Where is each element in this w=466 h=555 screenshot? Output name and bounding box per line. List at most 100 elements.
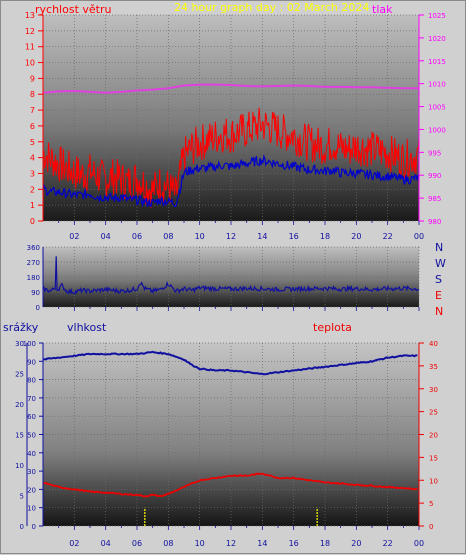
wind-y-tick-label: 0 xyxy=(30,217,35,226)
x-tick-label: 16 xyxy=(289,232,299,241)
pressure-y-tick-label: 985 xyxy=(428,195,441,203)
x-tick-label: 18 xyxy=(320,232,330,241)
direction-label-w: W xyxy=(435,257,446,270)
x-tick-label: 00 xyxy=(414,539,424,548)
wind-y-tick-label: 12 xyxy=(25,27,35,36)
humidity-y-tick-label: 70 xyxy=(27,395,36,403)
direction-label-n-bottom: N xyxy=(435,305,443,318)
wind-y-tick-label: 7 xyxy=(30,106,35,115)
humidity-y-tick-label: 20 xyxy=(27,486,36,494)
direction-y-tick-label: 360 xyxy=(27,244,40,252)
x-tick-label: 06 xyxy=(132,539,142,548)
pressure-y-tick-label: 1025 xyxy=(428,12,446,20)
direction-label-n-top: N xyxy=(435,241,443,254)
temperature-y-tick-label: 10 xyxy=(429,477,438,485)
wind-y-tick-label: 5 xyxy=(30,138,35,147)
humidity-y-tick-label: 50 xyxy=(27,432,36,440)
rain-y-tick-label: 15 xyxy=(15,432,24,440)
x-tick-label: 04 xyxy=(101,232,111,241)
x-tick-label: 12 xyxy=(226,539,236,548)
wind-y-tick-label: 13 xyxy=(25,11,35,20)
direction-label-s: S xyxy=(435,273,442,286)
x-tick-label: 10 xyxy=(195,539,205,548)
rain-axis-title: srážky xyxy=(3,321,39,334)
x-tick-label: 18 xyxy=(320,539,330,548)
pressure-y-tick-label: 980 xyxy=(428,218,441,226)
temperature-y-tick-label: 20 xyxy=(429,432,438,440)
x-tick-label: 02 xyxy=(69,232,79,241)
wind-gust-series-line xyxy=(42,107,420,209)
chart-marks xyxy=(42,83,420,526)
wind-y-tick-label: 2 xyxy=(30,185,35,194)
humidity-y-tick-label: 60 xyxy=(27,413,36,421)
wind-y-tick-label: 6 xyxy=(30,122,35,131)
x-tick-label: 06 xyxy=(132,232,142,241)
rain-y-tick-label: 10 xyxy=(15,462,24,470)
pressure-y-tick-label: 995 xyxy=(428,149,441,157)
wind-y-tick-label: 10 xyxy=(25,59,35,68)
direction-y-tick-label: 0 xyxy=(36,304,40,312)
wind-y-tick-label: 3 xyxy=(30,169,35,178)
temperature-y-tick-label: 40 xyxy=(429,340,438,348)
x-tick-label: 22 xyxy=(383,232,393,241)
x-tick-label: 08 xyxy=(163,232,173,241)
x-tick-label: 04 xyxy=(101,539,111,548)
humidity-series-line xyxy=(42,350,418,376)
humidity-y-tick-label: 30 xyxy=(27,468,36,476)
rain-y-tick-label: 25 xyxy=(15,371,24,379)
pressure-y-tick-label: 990 xyxy=(428,172,441,180)
pressure-y-tick-label: 1005 xyxy=(428,104,446,112)
rain-y-tick-label: 5 xyxy=(20,493,24,501)
x-tick-label: 10 xyxy=(195,232,205,241)
wind-y-tick-label: 9 xyxy=(30,74,35,83)
x-tick-label: 14 xyxy=(257,539,267,548)
pressure-y-tick-label: 1020 xyxy=(428,35,446,43)
temperature-series-line xyxy=(42,472,418,498)
x-tick-label: 20 xyxy=(351,232,361,241)
direction-y-tick-label: 270 xyxy=(27,259,40,267)
rain-y-tick-label: 30 xyxy=(15,340,24,348)
humidity-y-tick-label: 0 xyxy=(32,523,36,531)
pressure-y-tick-label: 1000 xyxy=(428,126,446,134)
temperature-y-tick-label: 35 xyxy=(429,363,438,371)
x-tick-label: 16 xyxy=(289,539,299,548)
rain-y-tick-label: 0 xyxy=(20,523,24,531)
pressure-y-tick-label: 1010 xyxy=(428,81,446,89)
temperature-y-tick-label: 30 xyxy=(429,386,438,394)
direction-label-e: E xyxy=(435,289,442,302)
wind-y-tick-label: 11 xyxy=(25,43,35,52)
humidity-y-tick-label: 10 xyxy=(27,505,36,513)
direction-y-tick-label: 90 xyxy=(31,289,40,297)
x-tick-label: 02 xyxy=(69,539,79,548)
humidity-axis-title: vlhkost xyxy=(67,321,107,334)
x-tick-label: 14 xyxy=(257,232,267,241)
x-tick-label: 00 xyxy=(414,232,424,241)
right-axis-title: tlak xyxy=(372,3,393,16)
pressure-y-tick-label: 1015 xyxy=(428,58,446,66)
temperature-y-tick-label: 25 xyxy=(429,409,438,417)
temperature-y-tick-label: 0 xyxy=(429,523,433,531)
direction-y-tick-label: 180 xyxy=(27,274,40,282)
wind-y-tick-label: 4 xyxy=(30,154,35,163)
humidity-y-tick-label: 90 xyxy=(27,358,36,366)
rain-y-tick-label: 20 xyxy=(15,401,24,409)
temperature-axis-title: teplota xyxy=(313,321,352,334)
humidity-y-tick-label: 40 xyxy=(27,450,36,458)
temperature-y-tick-label: 5 xyxy=(429,500,433,508)
x-tick-label: 08 xyxy=(163,539,173,548)
x-tick-label: 20 xyxy=(351,539,361,548)
temperature-y-tick-label: 15 xyxy=(429,454,438,462)
x-tick-label: 12 xyxy=(226,232,236,241)
pressure-series-line xyxy=(42,83,419,94)
direction-series-line xyxy=(42,256,420,296)
wind-average-series-line xyxy=(42,154,420,208)
wind-y-tick-label: 8 xyxy=(30,90,35,99)
humidity-y-tick-label: 80 xyxy=(27,377,36,385)
x-tick-label: 22 xyxy=(383,539,393,548)
left-axis-title: rychlost větru xyxy=(35,3,111,16)
wind-y-tick-label: 1 xyxy=(30,201,35,210)
chart-title: 24 hour graph day : 02 March 2024 xyxy=(174,1,369,14)
